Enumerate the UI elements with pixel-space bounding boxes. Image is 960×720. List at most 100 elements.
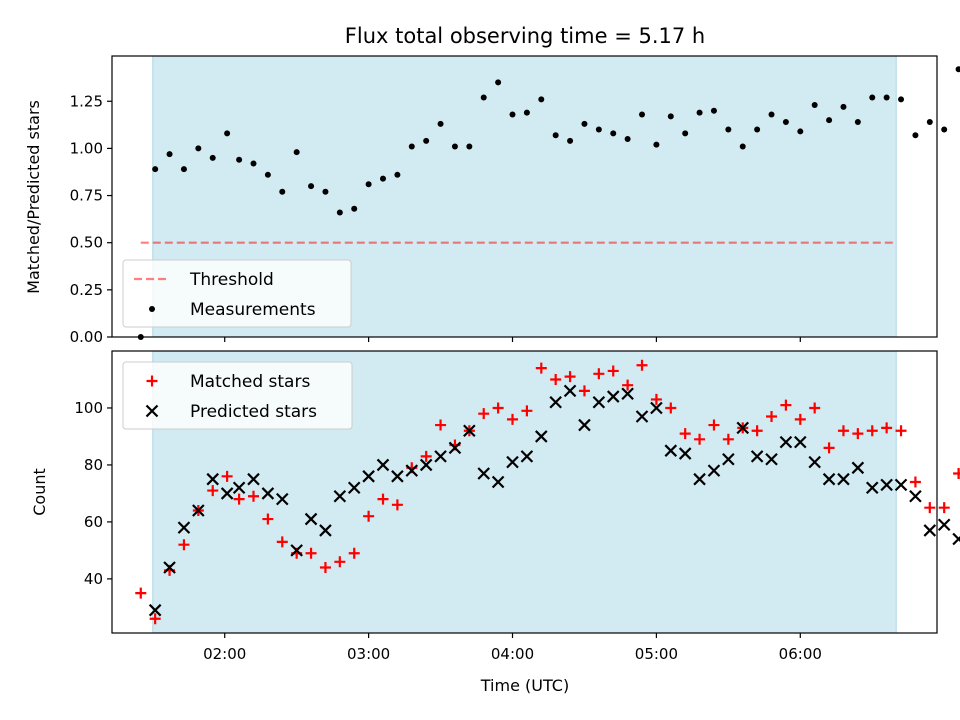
- matched-stars-point: [276, 536, 288, 548]
- chart-title: Flux total observing time = 5.17 h: [345, 24, 705, 48]
- measurements-point: [351, 205, 358, 212]
- count-y-tick-label: 60: [84, 513, 103, 531]
- matched-stars-point: [221, 470, 233, 482]
- predicted-stars-point: [192, 504, 205, 517]
- matched-stars-point: [766, 411, 778, 423]
- matched-stars-point: [233, 493, 245, 505]
- legend-label: Matched stars: [190, 372, 310, 392]
- matched-stars-point: [348, 547, 360, 559]
- predicted-stars-point: [319, 524, 332, 537]
- measurements-point: [293, 149, 300, 156]
- predicted-stars-point: [707, 464, 721, 477]
- measurements-point: [308, 183, 315, 190]
- predicted-stars-point: [549, 395, 562, 409]
- measurements-point: [941, 126, 948, 133]
- count-y-tick-label: 40: [84, 570, 103, 588]
- predicted-stars-point: [463, 424, 476, 438]
- ratio-y-tick-label: 0.00: [70, 328, 103, 346]
- predicted-stars-point: [347, 481, 361, 495]
- measurements-point: [336, 209, 343, 216]
- measurements-point: [380, 175, 387, 182]
- measurements-point: [883, 94, 890, 101]
- measurements-point: [739, 143, 746, 150]
- measurements-point: [840, 103, 847, 110]
- predicted-stars-point: [520, 450, 534, 463]
- ratio-y-tick-label: 1.25: [70, 92, 103, 110]
- measurements-point: [682, 130, 689, 137]
- matched-stars-point: [207, 485, 219, 497]
- matched-stars-point: [823, 442, 835, 454]
- count-axes-frame: [111, 350, 938, 634]
- x-tick-label: 04:00: [491, 645, 534, 663]
- predicted-stars-point: [290, 544, 303, 557]
- matched-stars-point: [435, 419, 447, 431]
- x-tick-label: 02:00: [203, 645, 246, 663]
- legend-label: Measurements: [190, 300, 316, 320]
- matched-stars-point: [852, 428, 864, 440]
- measurements-point: [912, 132, 919, 139]
- predicted-stars-point: [851, 461, 865, 475]
- predicted-stars-point: [247, 472, 260, 486]
- predicted-stars-point: [177, 521, 191, 534]
- predicted-stars-point: [779, 435, 793, 449]
- ratio-y-tick-label: 0.25: [70, 281, 103, 299]
- matched-stars-point: [363, 510, 375, 522]
- matched-stars-point: [391, 499, 403, 511]
- ratio-y-tick-label: 0.75: [70, 187, 103, 205]
- measurements-point: [854, 119, 861, 126]
- matched-stars-point: [751, 425, 763, 437]
- predicted-stars-point: [506, 455, 519, 469]
- measurements-point: [653, 141, 660, 148]
- predicted-stars-point: [750, 450, 764, 463]
- measurements-point: [365, 181, 372, 188]
- legend-measurements-swatch: [149, 306, 155, 312]
- measurements-point: [869, 94, 876, 101]
- matched-stars-point: [420, 450, 432, 462]
- predicted-stars-point: [563, 384, 577, 398]
- measurements-point: [394, 171, 401, 178]
- matched-stars-point: [262, 513, 274, 525]
- predicted-stars-point: [822, 472, 836, 486]
- predicted-stars-point: [275, 492, 289, 506]
- predicted-stars-point: [606, 390, 620, 403]
- measurements-point: [552, 132, 559, 139]
- matched-stars-point: [178, 539, 190, 551]
- predicted-stars-point: [405, 464, 419, 477]
- matched-stars-point: [564, 371, 576, 383]
- matched-stars-point: [665, 402, 677, 414]
- matched-stars-point: [679, 428, 691, 440]
- predicted-stars-point: [952, 532, 960, 546]
- measurements-point: [279, 188, 286, 195]
- matched-stars-point: [247, 490, 259, 502]
- predicted-stars-point: [909, 489, 922, 503]
- predicted-stars-point: [722, 452, 735, 466]
- measurements-point: [166, 151, 173, 158]
- matched-stars-point: [319, 561, 331, 573]
- measurements-point: [725, 126, 732, 133]
- predicted-stars-point: [937, 518, 951, 532]
- matched-stars-point: [578, 385, 590, 397]
- measurements-point: [768, 111, 775, 118]
- measurements-point: [152, 166, 159, 173]
- matched-stars-point: [650, 393, 662, 405]
- measurements-point: [639, 111, 646, 118]
- x-tick-label: 05:00: [635, 645, 678, 663]
- predicted-stars-point: [592, 395, 606, 409]
- measurements-point: [236, 156, 243, 163]
- matched-stars-point: [622, 379, 634, 391]
- measurements-point: [955, 66, 960, 73]
- legend-matched-swatch: [146, 375, 158, 387]
- predicted-stars-point: [865, 481, 879, 495]
- matched-stars-point: [866, 425, 878, 437]
- predicted-stars-point: [220, 487, 234, 500]
- x-tick-label: 06:00: [779, 645, 822, 663]
- predicted-stars-point: [578, 418, 591, 432]
- predicted-stars-point: [894, 478, 908, 492]
- measurements-point: [466, 143, 473, 150]
- measurements-point: [926, 119, 933, 126]
- measurements-point: [250, 160, 257, 167]
- matched-stars-point: [722, 433, 734, 445]
- predicted-stars-point: [434, 450, 447, 463]
- measurements-point: [826, 117, 833, 124]
- matched-stars-point: [881, 422, 893, 434]
